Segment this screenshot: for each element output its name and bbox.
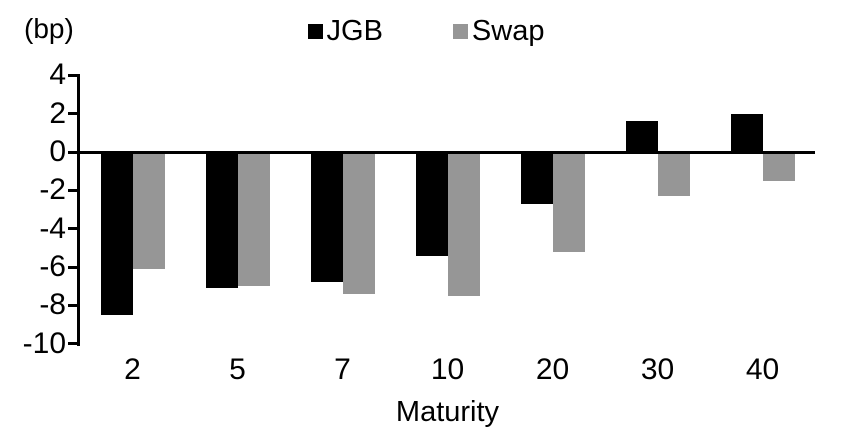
- bar-swap-10: [447, 152, 480, 296]
- y-axis-tick: [68, 73, 77, 77]
- y-axis-unit-label: (bp): [24, 13, 74, 44]
- x-axis-category-label: 30: [640, 353, 675, 386]
- y-axis-tick: [68, 150, 77, 154]
- y-axis-tick-label: 2: [49, 96, 66, 130]
- y-axis-tick: [68, 112, 77, 116]
- x-axis-category-label: 2: [124, 353, 141, 386]
- y-axis-tick: [68, 265, 77, 269]
- x-axis-category-label: 10: [430, 353, 465, 386]
- y-axis-tick: [68, 227, 77, 231]
- zero-baseline: [80, 150, 815, 154]
- y-axis-tick-label: -6: [39, 250, 66, 284]
- y-axis-tick: [68, 188, 77, 192]
- y-axis-tick-label: -2: [39, 173, 66, 207]
- bar-jgb-5: [205, 152, 238, 289]
- y-axis-tick-label: -8: [39, 288, 66, 322]
- bar-swap-30: [657, 152, 690, 197]
- x-axis-title: Maturity: [395, 396, 500, 428]
- y-axis-tick-label: -10: [22, 326, 66, 360]
- bar-jgb-2: [100, 152, 133, 315]
- y-axis-tick-label: -4: [39, 211, 66, 245]
- bar-swap-20: [552, 152, 585, 252]
- bar-jgb-7: [310, 152, 343, 283]
- bar-jgb-10: [415, 152, 448, 256]
- bar-swap-40: [762, 152, 795, 181]
- bar-jgb-20: [520, 152, 553, 204]
- bar-swap-5: [237, 152, 270, 287]
- y-axis-tick-label: 4: [49, 58, 66, 92]
- bar-jgb-40: [730, 113, 763, 152]
- x-axis-category-label: 40: [745, 353, 780, 386]
- y-axis-line: [77, 74, 80, 346]
- y-axis-tick-label: 0: [49, 135, 66, 168]
- bar-swap-7: [342, 152, 375, 294]
- bar-swap-2: [132, 152, 165, 269]
- bar-jgb-30: [625, 121, 658, 152]
- x-axis-category-label: 5: [229, 353, 246, 386]
- y-axis-tick: [68, 303, 77, 307]
- y-axis-tick: [68, 342, 77, 346]
- x-axis-category-label: 20: [535, 353, 570, 386]
- x-axis-category-label: 7: [334, 353, 351, 386]
